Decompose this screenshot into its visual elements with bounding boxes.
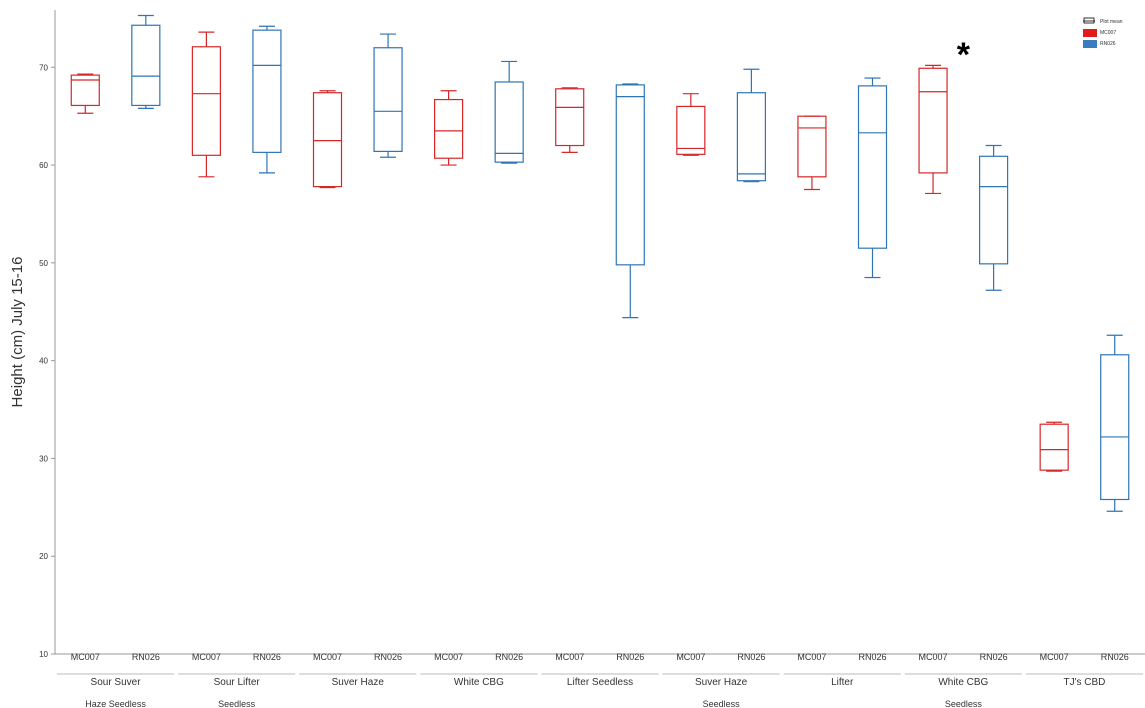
box-iqr: [373, 47, 403, 152]
group-label: Lifter: [831, 677, 854, 688]
group-label: White CBG: [454, 677, 504, 688]
box-iqr: [736, 92, 766, 182]
x-tick-label: RN026: [132, 652, 160, 662]
box-iqr: [131, 24, 161, 107]
box-iqr: [494, 81, 524, 163]
legend-label-mc007: MC007: [1100, 30, 1116, 36]
x-tick-label: MC007: [71, 652, 100, 662]
box-iqr: [312, 92, 343, 188]
group-sublabel: Seedless: [703, 699, 741, 708]
y-tick-label: 10: [39, 650, 48, 659]
box-iqr: [918, 67, 948, 174]
y-tick-label: 20: [39, 552, 48, 561]
legend-mean-icon: [1083, 17, 1095, 24]
x-tick-label: MC007: [192, 652, 221, 662]
group-label: Suver Haze: [332, 677, 385, 688]
x-tick-label: MC007: [919, 652, 948, 662]
y-tick-label: 30: [39, 454, 48, 463]
significance-star: *: [957, 36, 971, 74]
group-sublabel: Seedless: [945, 699, 983, 708]
box-iqr: [555, 88, 585, 147]
y-tick-label: 70: [39, 63, 48, 72]
x-tick-label: MC007: [313, 652, 342, 662]
box-iqr: [797, 115, 827, 178]
x-tick-label: MC007: [676, 652, 705, 662]
x-tick-label: RN026: [616, 652, 644, 662]
legend-swatch-rn026: [1083, 40, 1097, 48]
x-tick-label: RN026: [495, 652, 523, 662]
group-label: Suver Haze: [695, 677, 748, 688]
x-tick-label: RN026: [980, 652, 1008, 662]
x-tick-label: RN026: [858, 652, 886, 662]
group-label: Sour Suver: [91, 677, 142, 688]
box-iqr: [615, 84, 645, 266]
box-iqr: [191, 46, 221, 156]
group-label: Sour Lifter: [214, 677, 261, 688]
y-tick-label: 60: [39, 161, 48, 170]
legend-label-rn026: RN026: [1100, 41, 1116, 47]
y-tick-label: 40: [39, 357, 48, 366]
x-tick-label: MC007: [555, 652, 584, 662]
x-tick-label: MC007: [797, 652, 826, 662]
box-iqr: [676, 105, 706, 155]
box-iqr: [979, 155, 1009, 265]
x-tick-label: RN026: [374, 652, 402, 662]
legend-label-plot-mean: Plot mean: [1100, 19, 1123, 25]
group-sublabel: Haze Seedless: [85, 699, 146, 708]
box-iqr: [1039, 423, 1069, 471]
y-axis-title: Height (cm) July 15-16: [9, 257, 26, 408]
box-iqr: [70, 74, 100, 107]
box-iqr: [1100, 354, 1130, 501]
x-tick-label: RN026: [1101, 652, 1129, 662]
box-iqr: [252, 29, 282, 153]
group-label: Lifter Seedless: [567, 677, 633, 688]
x-tick-label: RN026: [737, 652, 765, 662]
y-tick-label: 50: [39, 259, 48, 268]
box-iqr: [434, 98, 464, 159]
group-label: TJ's CBD: [1063, 677, 1105, 688]
legend-swatch-mc007: [1083, 29, 1097, 37]
group-label: White CBG: [938, 677, 988, 688]
x-tick-label: MC007: [1040, 652, 1069, 662]
box-iqr: [857, 85, 888, 249]
group-sublabel: Seedless: [218, 699, 256, 708]
x-tick-label: RN026: [253, 652, 281, 662]
x-tick-label: MC007: [434, 652, 463, 662]
